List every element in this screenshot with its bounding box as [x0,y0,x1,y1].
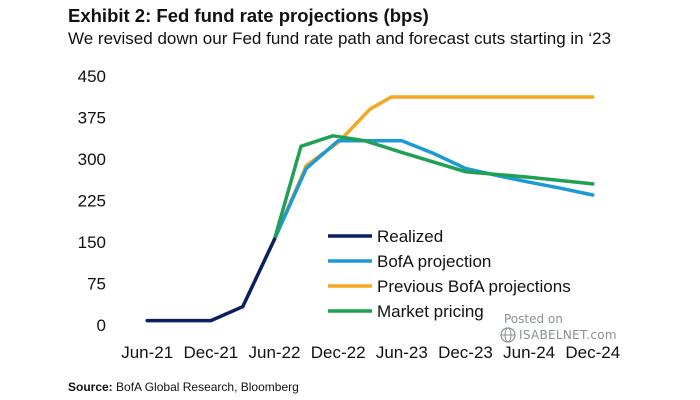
watermark-posted-text: Posted on [504,312,563,326]
series-line-bofa-projection [272,138,595,241]
source-note: Source: BofA Global Research, Bloomberg [68,380,299,394]
x-tick-label: Dec-24 [565,343,620,362]
y-tick-label: 300 [78,150,106,169]
y-tick-label: 150 [78,233,106,252]
x-tick-label: Jun-21 [121,343,173,362]
series-line-realized [145,237,277,323]
chart-title: Exhibit 2: Fed fund rate projections (bp… [68,5,429,26]
watermark-site-text: ISABELNET.com [519,328,617,342]
y-axis: 0 75 150 225 300 375 450 [78,67,106,335]
x-tick-label: Dec-21 [183,343,238,362]
y-tick-label: 0 [97,316,106,335]
x-tick-label: Dec-22 [311,343,366,362]
watermark: Posted on ISABELNET.com [500,312,630,343]
globe-icon [500,327,516,343]
chart-subtitle: We revised down our Fed fund rate path a… [68,29,612,48]
y-tick-label: 225 [78,192,106,211]
series-line-previous-bofa-projections [272,95,595,241]
x-tick-label: Dec-23 [438,343,493,362]
y-tick-label: 450 [78,67,106,86]
legend: Realized BofA projection Previous BofA pro… [328,227,571,321]
source-text: BofA Global Research, Bloomberg [116,380,299,394]
legend-label: BofA projection [377,252,491,271]
legend-label: Realized [377,227,443,246]
x-tick-label: Jun-22 [249,343,301,362]
y-tick-label: 375 [78,109,106,128]
source-label: Source: [68,380,113,394]
series-line-market-pricing [272,134,595,241]
x-tick-label: Jun-24 [503,343,555,362]
x-tick-label: Jun-23 [376,343,428,362]
legend-label: Market pricing [377,302,484,321]
y-tick-label: 75 [87,275,106,294]
plot-area [145,95,595,323]
legend-label: Previous BofA projections [377,277,571,296]
x-axis: Jun-21 Dec-21 Jun-22 Dec-22 Jun-23 Dec-23 Jun-… [121,343,620,362]
